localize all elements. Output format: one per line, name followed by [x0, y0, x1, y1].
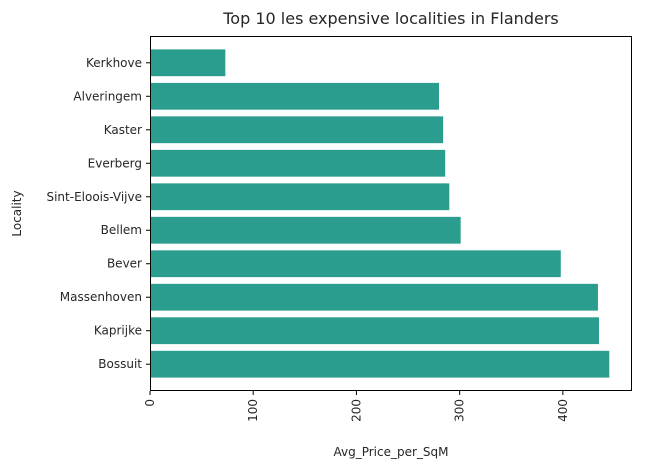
y-tick-label: Sint-Eloois-Vijve	[46, 190, 142, 204]
bar-kerkhove	[150, 49, 226, 77]
y-tick-label: Kaprijke	[94, 324, 142, 338]
bar-kaprijke	[150, 317, 599, 345]
x-tick-label: 100	[246, 399, 260, 422]
bar-everberg	[150, 149, 446, 177]
x-tick-label: 400	[556, 399, 570, 422]
y-tick-label: Kaster	[104, 123, 142, 137]
bar-kaster	[150, 116, 444, 144]
y-tick-label: Alveringem	[73, 89, 142, 103]
y-tick-label: Bellem	[101, 223, 142, 237]
bar-sint-eloois-vijve	[150, 183, 450, 211]
y-axis-label: Locality	[10, 190, 24, 236]
chart-title: Top 10 les expensive localities in Fland…	[222, 9, 558, 28]
plot-frame	[150, 36, 632, 391]
y-tick-label: Bever	[107, 257, 142, 271]
x-axis-label: Avg_Price_per_SqM	[333, 445, 448, 459]
bar-bellem	[150, 216, 461, 244]
y-tick-label: Everberg	[88, 156, 142, 170]
y-tick-label: Kerkhove	[86, 56, 142, 70]
x-tick-label: 200	[349, 399, 363, 422]
bar-massenhoven	[150, 283, 598, 311]
x-tick-label: 300	[453, 399, 467, 422]
y-tick-label: Massenhoven	[60, 290, 142, 304]
bar-bever	[150, 250, 561, 278]
bar-alveringem	[150, 82, 439, 110]
y-ticks-group: Bossuit Kaprijke Massenhoven Bever Bellem Sin…	[46, 56, 150, 371]
x-tick-label: 0	[143, 399, 157, 407]
y-tick-label: Bossuit	[98, 357, 142, 371]
bars-group	[150, 49, 610, 378]
bar-bossuit	[150, 350, 610, 378]
x-ticks-group: 0 100 200 300 400	[143, 391, 570, 422]
